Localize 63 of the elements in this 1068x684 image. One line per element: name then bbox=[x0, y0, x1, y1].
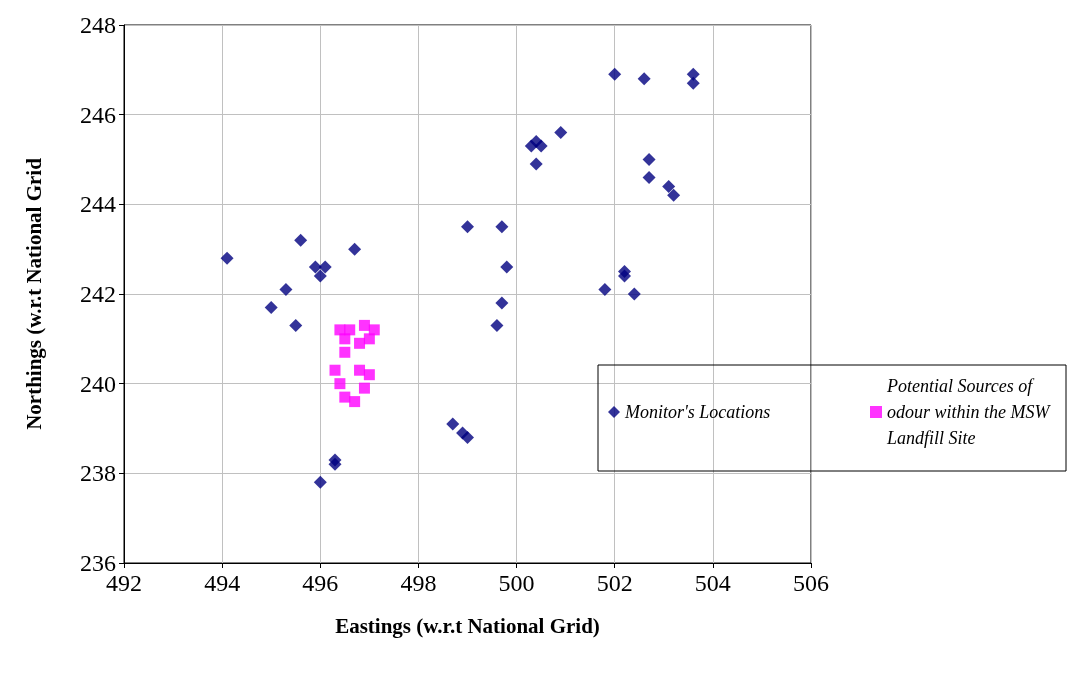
point bbox=[264, 300, 278, 314]
x-axis-title: Eastings (w.r.t National Grid) bbox=[335, 613, 600, 638]
point bbox=[308, 260, 322, 274]
point bbox=[495, 220, 509, 234]
point bbox=[339, 333, 351, 345]
point bbox=[344, 324, 356, 336]
point bbox=[289, 318, 303, 332]
y-tick-label: 248 bbox=[80, 12, 116, 38]
point bbox=[500, 260, 514, 274]
point bbox=[495, 296, 509, 310]
x-tick-label: 502 bbox=[596, 570, 633, 596]
point bbox=[686, 76, 700, 90]
point bbox=[339, 391, 351, 403]
point bbox=[368, 324, 380, 336]
y-tick-label: 244 bbox=[80, 191, 116, 218]
point bbox=[667, 188, 681, 202]
point bbox=[363, 333, 375, 345]
x-tick-label: 506 bbox=[793, 570, 829, 596]
point bbox=[461, 430, 474, 444]
x-tick-label: 496 bbox=[302, 570, 339, 596]
x-tick-label: 504 bbox=[694, 570, 731, 596]
point bbox=[618, 269, 632, 283]
y-tick-label: 240 bbox=[80, 370, 116, 397]
y-axis-title: Northings (w.r.t National Grid bbox=[21, 157, 46, 430]
point bbox=[461, 220, 474, 234]
point bbox=[349, 396, 361, 408]
point bbox=[446, 417, 460, 431]
point bbox=[220, 251, 234, 265]
point bbox=[363, 369, 375, 381]
point bbox=[313, 269, 327, 283]
point bbox=[358, 319, 370, 331]
point bbox=[328, 457, 342, 471]
point bbox=[358, 382, 370, 394]
y-tick-label: 238 bbox=[80, 460, 116, 487]
point bbox=[490, 318, 504, 332]
point bbox=[313, 475, 327, 489]
point bbox=[686, 67, 700, 81]
legend-label: Monitor's Locations bbox=[624, 402, 771, 422]
x-tick-label: 498 bbox=[400, 570, 437, 596]
point bbox=[662, 179, 676, 193]
point bbox=[642, 170, 656, 184]
y-tick-label: 246 bbox=[80, 101, 116, 128]
x-tick-label: 500 bbox=[498, 570, 535, 596]
point bbox=[534, 139, 548, 153]
point bbox=[627, 287, 641, 301]
point bbox=[279, 283, 293, 297]
point bbox=[348, 242, 362, 256]
x-tick-label: 494 bbox=[204, 570, 241, 596]
point bbox=[642, 153, 656, 166]
point bbox=[329, 364, 341, 376]
legend-label: Potential Sources of odour within the MSW Landfill Site bbox=[886, 376, 1054, 448]
point bbox=[354, 337, 366, 349]
y-tick-label: 242 bbox=[80, 281, 116, 307]
point bbox=[354, 364, 366, 376]
point bbox=[339, 346, 351, 358]
point bbox=[554, 126, 568, 140]
point bbox=[598, 283, 612, 297]
point bbox=[334, 378, 346, 390]
point bbox=[608, 67, 622, 81]
point bbox=[637, 72, 651, 86]
point bbox=[529, 157, 543, 171]
point bbox=[294, 233, 308, 247]
point bbox=[318, 260, 332, 274]
